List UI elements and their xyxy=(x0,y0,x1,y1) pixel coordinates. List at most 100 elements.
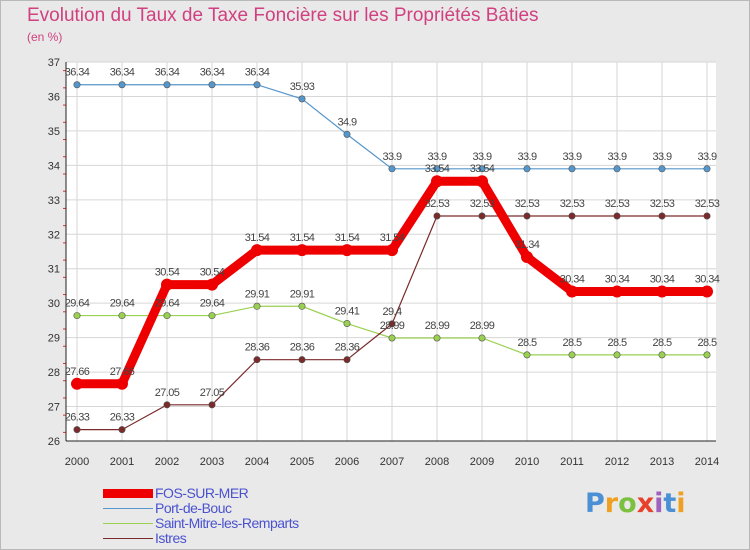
data-label: 36.34 xyxy=(245,67,270,79)
data-label: 30.54 xyxy=(155,267,180,279)
data-label: 32.53 xyxy=(425,198,450,210)
data-point xyxy=(568,351,576,359)
data-label: 26.33 xyxy=(65,412,90,424)
proxiti-logo: Proxiti xyxy=(585,488,686,519)
data-point xyxy=(163,81,171,89)
data-point xyxy=(613,212,621,220)
data-label: 28.5 xyxy=(697,337,716,349)
data-label: 35.93 xyxy=(290,81,315,93)
x-tick-label: 2009 xyxy=(470,456,494,468)
data-point xyxy=(208,312,216,320)
data-point xyxy=(658,165,666,173)
data-label: 33.9 xyxy=(517,151,536,163)
logo-letter: i xyxy=(676,488,686,519)
data-point xyxy=(163,401,171,409)
data-point xyxy=(703,351,711,359)
data-label: 30.34 xyxy=(650,273,675,285)
data-point xyxy=(523,212,531,220)
data-point xyxy=(118,81,126,89)
data-point xyxy=(343,320,351,328)
data-point xyxy=(118,312,126,320)
data-point xyxy=(298,356,306,364)
data-point xyxy=(341,244,353,257)
data-label: 28.5 xyxy=(607,337,626,349)
data-point xyxy=(208,401,216,409)
data-label: 30.54 xyxy=(200,267,225,279)
data-label: 33.9 xyxy=(652,151,671,163)
data-point xyxy=(253,356,261,364)
logo-letter: P xyxy=(585,488,605,519)
data-label: 28.36 xyxy=(290,342,315,354)
data-point xyxy=(433,334,441,342)
data-point xyxy=(388,334,396,342)
data-label: 29.64 xyxy=(110,298,135,310)
logo-letter: i xyxy=(654,488,664,519)
data-point xyxy=(251,244,263,257)
data-point xyxy=(388,320,396,328)
legend-label: Istres xyxy=(155,530,187,546)
data-point xyxy=(611,285,623,298)
data-point xyxy=(431,175,443,188)
data-label: 28.5 xyxy=(562,337,581,349)
y-tick-label: 30 xyxy=(48,298,60,310)
chart-title: Evolution du Taux de Taxe Foncière sur l… xyxy=(27,5,539,26)
data-point xyxy=(161,278,173,291)
data-point xyxy=(613,165,621,173)
x-tick-label: 2000 xyxy=(65,456,89,468)
y-tick-label: 31 xyxy=(48,264,60,276)
data-point xyxy=(73,426,81,434)
data-label: 31.54 xyxy=(245,232,270,244)
data-point xyxy=(568,212,576,220)
data-point xyxy=(521,251,533,264)
data-point xyxy=(433,212,441,220)
data-label: 36.34 xyxy=(65,67,90,79)
data-label: 33.9 xyxy=(607,151,626,163)
data-point xyxy=(208,81,216,89)
data-label: 29.41 xyxy=(335,306,360,318)
data-label: 32.53 xyxy=(515,198,540,210)
x-tick-label: 2004 xyxy=(245,456,269,468)
data-label: 30.34 xyxy=(560,273,585,285)
data-label: 27.66 xyxy=(65,366,90,378)
legend-label: FOS-SUR-MER xyxy=(155,485,249,501)
data-label: 29.64 xyxy=(200,298,225,310)
data-point xyxy=(298,302,306,310)
y-tick-label: 28 xyxy=(48,367,60,379)
data-point xyxy=(73,312,81,320)
data-point xyxy=(701,285,713,298)
data-point xyxy=(568,165,576,173)
legend-label: Port-de-Bouc xyxy=(155,500,232,516)
data-label: 32.53 xyxy=(650,198,675,210)
data-label: 29.64 xyxy=(155,298,180,310)
data-label: 32.53 xyxy=(605,198,630,210)
data-point xyxy=(478,165,486,173)
data-point xyxy=(163,312,171,320)
x-tick-label: 2001 xyxy=(110,456,134,468)
data-label: 33.9 xyxy=(382,151,401,163)
data-label: 31.34 xyxy=(515,239,540,251)
y-tick-label: 33 xyxy=(48,195,60,207)
legend-swatch xyxy=(103,538,153,539)
data-point xyxy=(523,165,531,173)
data-label: 33.9 xyxy=(427,151,446,163)
y-tick-label: 29 xyxy=(48,333,60,345)
logo-letter: o xyxy=(618,488,637,519)
logo-letter: t xyxy=(663,488,677,519)
data-label: 28.99 xyxy=(470,320,495,332)
data-point xyxy=(343,130,351,138)
x-tick-label: 2008 xyxy=(425,456,449,468)
data-point xyxy=(658,351,666,359)
data-label: 31.54 xyxy=(380,232,405,244)
y-tick-label: 35 xyxy=(48,126,60,138)
data-point xyxy=(703,165,711,173)
x-tick-label: 2011 xyxy=(560,456,584,468)
chart-subtitle: (en %) xyxy=(27,30,63,44)
x-tick-label: 2013 xyxy=(650,456,674,468)
data-point xyxy=(298,95,306,103)
data-point xyxy=(118,426,126,434)
data-label: 32.53 xyxy=(695,198,720,210)
data-label: 36.34 xyxy=(155,67,180,79)
legend-swatch xyxy=(103,508,153,509)
x-tick-label: 2003 xyxy=(200,456,224,468)
